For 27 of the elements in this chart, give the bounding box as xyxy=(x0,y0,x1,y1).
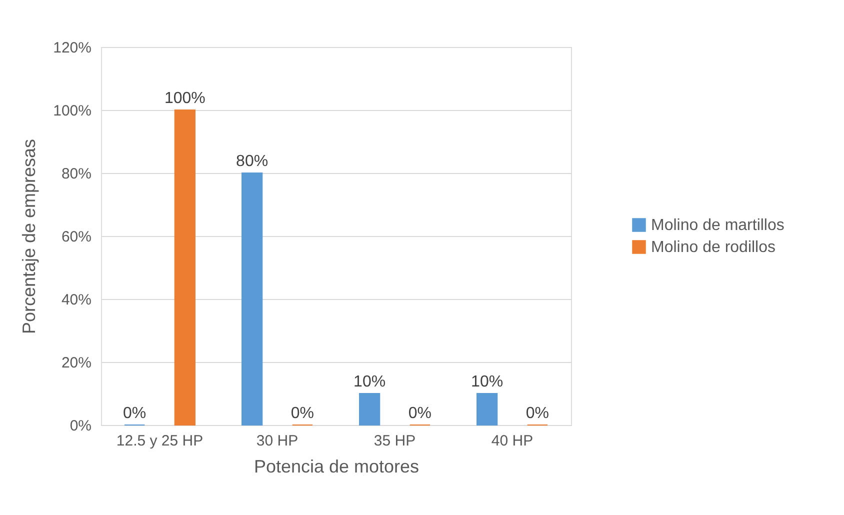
data-label: 0% xyxy=(123,405,146,422)
x-tick-label: 12.5 y 25 HP xyxy=(116,432,204,450)
x-axis-title: Potencia de motores xyxy=(254,456,420,476)
y-tick-label: 100% xyxy=(53,102,92,120)
bar xyxy=(242,172,263,426)
y-tick-label: 60% xyxy=(61,228,92,246)
bar xyxy=(174,110,196,426)
data-label: 80% xyxy=(236,153,268,170)
y-tick-label: 20% xyxy=(61,354,92,372)
legend-label: Molino de martillos xyxy=(651,217,784,234)
bar xyxy=(359,393,380,426)
x-tick-label: 35 HP xyxy=(374,432,416,450)
data-label: 0% xyxy=(408,405,432,422)
y-tick-label: 40% xyxy=(61,292,92,308)
y-axis-title: Porcentaje de empresas xyxy=(19,138,40,334)
data-label: 10% xyxy=(471,374,504,390)
data-label: 10% xyxy=(354,374,386,390)
y-tick-label: 120% xyxy=(53,40,92,56)
bar xyxy=(476,393,498,426)
legend-label: Molino de rodillos xyxy=(651,239,776,256)
x-tick-label: 30 HP xyxy=(256,432,298,450)
x-tick-label: 40 HP xyxy=(491,432,534,450)
y-tick-label: 0% xyxy=(70,418,92,434)
y-tick-label: 80% xyxy=(61,166,92,182)
data-label: 0% xyxy=(526,405,549,422)
data-label: 0% xyxy=(290,405,314,422)
data-label: 100% xyxy=(164,90,206,107)
